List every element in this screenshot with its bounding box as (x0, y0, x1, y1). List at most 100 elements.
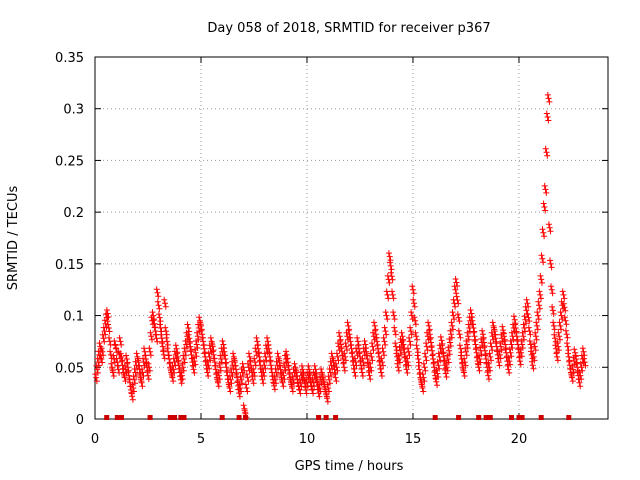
data-point (537, 291, 544, 298)
data-point (452, 303, 459, 310)
data-point (542, 186, 549, 193)
data-point (342, 340, 349, 347)
data-point (379, 345, 386, 352)
data-point (548, 264, 555, 271)
data-point (236, 393, 243, 400)
data-point (476, 367, 483, 374)
data-point (204, 369, 211, 376)
data-point (237, 385, 244, 391)
data-point (147, 329, 154, 336)
data-point (394, 360, 401, 367)
data-point (350, 366, 357, 372)
data-point (272, 376, 279, 383)
data-point (207, 357, 214, 364)
data-point (254, 342, 261, 349)
data-point (327, 380, 333, 387)
data-point (392, 331, 399, 338)
data-point (238, 376, 245, 383)
data-point (519, 329, 526, 336)
data-point (572, 352, 579, 359)
data-point (328, 373, 335, 379)
zero-value-marker (104, 415, 110, 420)
data-point (569, 374, 575, 381)
data-point (527, 331, 534, 338)
data-point (457, 334, 464, 341)
data-point (147, 352, 154, 359)
data-point (344, 347, 350, 354)
data-point (407, 328, 414, 335)
y-tick-label: 0.35 (55, 51, 84, 66)
zero-value-markers (104, 415, 572, 420)
data-point (332, 360, 339, 367)
data-point (546, 224, 553, 231)
data-point (545, 95, 552, 102)
data-point (384, 291, 391, 298)
data-point (239, 360, 246, 367)
data-point (434, 358, 441, 365)
data-point (398, 329, 405, 336)
data-point (581, 359, 588, 366)
data-point (156, 314, 163, 321)
data-point (554, 353, 561, 360)
y-axis-label: SRMTID / TECUs (6, 186, 21, 291)
data-point (316, 385, 323, 391)
data-point (517, 346, 524, 353)
data-point (518, 338, 525, 344)
data-point (106, 334, 112, 341)
data-point (443, 364, 450, 371)
data-point (413, 333, 420, 340)
data-point (182, 338, 189, 344)
data-point (131, 376, 138, 383)
data-point (452, 286, 459, 293)
data-point (456, 318, 463, 325)
data-point (195, 336, 202, 343)
data-point (389, 288, 395, 295)
data-point (283, 348, 289, 355)
data-point (182, 352, 189, 359)
data-point (100, 352, 107, 359)
data-point (386, 259, 393, 266)
data-point (549, 290, 556, 297)
data-point (382, 341, 389, 348)
data-point (542, 207, 549, 214)
data-point (230, 350, 236, 357)
data-point (455, 327, 462, 334)
data-point (116, 334, 123, 341)
data-point (547, 228, 554, 235)
data-point (156, 321, 163, 328)
data-point (155, 311, 162, 318)
data-point (145, 360, 152, 367)
zero-value-marker (323, 415, 329, 420)
zero-value-marker (432, 415, 438, 420)
data-point (423, 357, 430, 364)
data-point (456, 342, 463, 349)
data-point (380, 362, 386, 369)
data-point (412, 321, 419, 328)
data-point (118, 341, 125, 348)
data-point (446, 336, 453, 342)
data-point (576, 379, 583, 386)
data-point (291, 360, 298, 367)
grid-lines (95, 57, 608, 419)
data-point (547, 260, 554, 267)
data-point (475, 352, 482, 359)
data-point (325, 385, 332, 391)
data-point (370, 347, 377, 354)
data-point (579, 345, 586, 352)
data-point (389, 291, 396, 298)
data-point (178, 372, 185, 379)
data-point (232, 362, 239, 369)
data-point (110, 373, 117, 379)
data-point (383, 312, 390, 319)
data-point (242, 381, 249, 388)
data-point (125, 369, 132, 376)
data-point (144, 369, 151, 376)
data-point (525, 314, 532, 321)
data-point (138, 379, 145, 386)
y-tick-label: 0.1 (63, 310, 84, 325)
data-point (366, 360, 373, 367)
data-point (324, 398, 331, 405)
data-point (422, 353, 429, 360)
data-point (104, 310, 111, 317)
